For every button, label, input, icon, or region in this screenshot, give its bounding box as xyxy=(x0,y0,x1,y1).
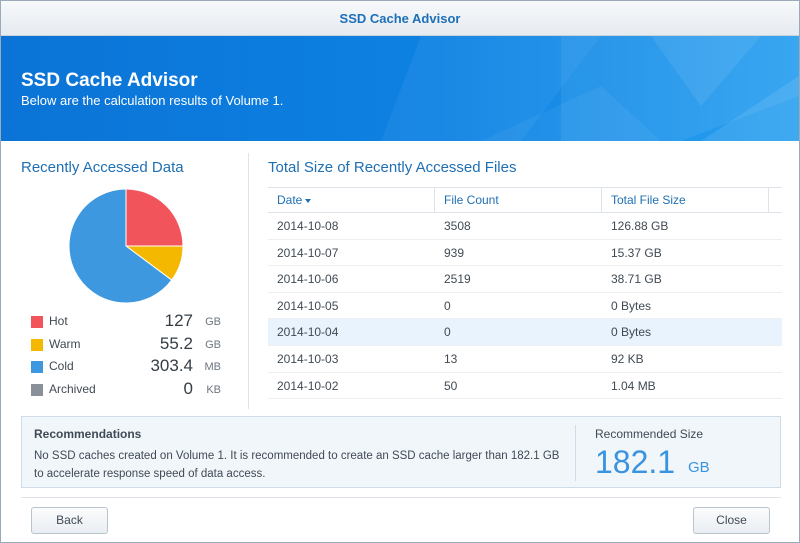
column-header-date[interactable]: Date xyxy=(268,188,435,213)
back-button[interactable]: Back xyxy=(31,507,108,534)
legend-swatch xyxy=(31,383,43,396)
total-size-cell: 15.37 GB xyxy=(611,245,662,260)
recommendations-divider xyxy=(575,425,576,481)
sort-desc-icon xyxy=(305,198,312,203)
total-size-cell: 38.71 GB xyxy=(611,272,662,287)
banner-title: SSD Cache Advisor xyxy=(21,70,198,91)
total-size-cell: 126.88 GB xyxy=(611,219,669,233)
recently-accessed-title: Recently Accessed Data xyxy=(21,159,184,176)
legend-item-warm: Warm 55.2 GB xyxy=(31,333,221,355)
file-count-cell: 50 xyxy=(444,378,458,393)
legend-value: 127 xyxy=(164,311,193,330)
recommendations-text: No SSD caches created on Volume 1. It is… xyxy=(34,450,560,480)
date-cell: 2014-10-06 xyxy=(277,272,339,287)
total-size-cell: 0 Bytes xyxy=(611,298,652,313)
legend-label: Hot xyxy=(49,314,68,328)
legend-value: 303.4 xyxy=(150,356,193,375)
file-count-cell: 0 xyxy=(444,325,451,340)
total-size-cell: 92 KB xyxy=(611,351,644,366)
file-count-cell: 13 xyxy=(444,351,458,366)
pie-slice-cold xyxy=(68,188,173,304)
column-header-total-file-size[interactable]: Total File Size xyxy=(602,188,769,213)
column-divider xyxy=(248,153,249,409)
files-table: Date File Count Total File Size 2014-10-… xyxy=(268,187,782,400)
legend-item-hot: Hot 127 GB xyxy=(31,311,221,332)
legend-label: Cold xyxy=(49,359,74,373)
banner-decoration xyxy=(381,36,799,141)
pie-slice-hot xyxy=(125,188,184,247)
total-size-cell: 1.04 MB xyxy=(611,378,656,393)
legend-swatch xyxy=(31,338,43,351)
date-cell: 2014-10-07 xyxy=(277,245,339,260)
date-cell: 2014-10-05 xyxy=(277,298,339,313)
column-header-label: File Count xyxy=(444,193,499,207)
legend-item-archived: Archived 0 KB xyxy=(31,378,221,400)
table-row[interactable]: 2014-10-07 939 15.37 GB xyxy=(268,240,782,267)
table-row[interactable]: 2014-10-03 13 92 KB xyxy=(268,346,782,373)
window-titlebar[interactable]: SSD Cache Advisor xyxy=(1,1,799,36)
table-row[interactable]: 2014-10-04 0 0 Bytes xyxy=(268,319,782,346)
legend-swatch xyxy=(31,361,43,373)
legend-unit: MB xyxy=(204,361,222,373)
date-cell: 2014-10-08 xyxy=(277,219,339,233)
legend-label: Warm xyxy=(49,336,81,351)
table-body: 2014-10-08 3508 126.88 GB 2014-10-07 939 15.3… xyxy=(268,213,782,400)
recommended-size-label: Recommended Size xyxy=(595,427,704,441)
recommended-size-unit: GB xyxy=(688,459,710,476)
table-row[interactable]: 2014-10-02 50 1.04 MB xyxy=(268,373,782,400)
column-header-file-count[interactable]: File Count xyxy=(435,188,602,213)
recommended-size-value: 182.1 xyxy=(595,444,676,480)
footer-divider xyxy=(21,497,781,498)
banner-subtitle: Below are the calculation results of Vol… xyxy=(21,93,284,108)
legend-value: 0 xyxy=(183,378,193,398)
total-size-title: Total Size of Recently Accessed Files xyxy=(268,159,517,176)
total-size-cell: 0 Bytes xyxy=(611,325,652,340)
file-count-cell: 0 xyxy=(444,298,451,313)
legend-item-cold: Cold 303.4 MB xyxy=(31,356,222,377)
file-count-cell: 2519 xyxy=(444,272,471,287)
file-count-cell: 3508 xyxy=(444,219,471,233)
table-row[interactable]: 2014-10-06 2519 38.71 GB xyxy=(268,266,782,293)
recommendations-title: Recommendations xyxy=(34,427,142,441)
legend-swatch xyxy=(31,316,43,328)
legend-unit: GB xyxy=(205,338,221,351)
column-header-label: Total File Size xyxy=(611,193,686,207)
close-button[interactable]: Close xyxy=(693,507,770,534)
column-header-label: Date xyxy=(277,193,303,207)
header-banner: SSD Cache Advisor Below are the calculat… xyxy=(1,36,799,141)
date-cell: 2014-10-03 xyxy=(277,351,339,366)
recently-accessed-pie-chart xyxy=(68,188,184,304)
date-cell: 2014-10-02 xyxy=(277,378,339,393)
legend-value: 55.2 xyxy=(159,333,193,353)
window-title: SSD Cache Advisor xyxy=(339,11,461,26)
file-count-cell: 939 xyxy=(444,245,465,260)
table-header: Date File Count Total File Size xyxy=(268,187,782,213)
legend-unit: KB xyxy=(206,383,221,396)
table-row[interactable]: 2014-10-05 0 0 Bytes xyxy=(268,293,782,320)
legend-label: Archived xyxy=(49,381,96,396)
legend-unit: GB xyxy=(205,316,221,328)
date-cell: 2014-10-04 xyxy=(277,325,339,340)
recommendations-panel: Recommendations No SSD caches created on… xyxy=(21,416,781,488)
table-row[interactable]: 2014-10-08 3508 126.88 GB xyxy=(268,213,782,240)
